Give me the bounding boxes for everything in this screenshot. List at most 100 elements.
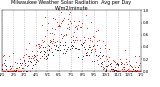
Point bbox=[57, 25, 60, 27]
Point bbox=[104, 70, 106, 71]
Point bbox=[116, 64, 119, 66]
Point bbox=[117, 64, 119, 65]
Point bbox=[83, 41, 85, 42]
Point bbox=[74, 26, 76, 27]
Point bbox=[25, 70, 27, 71]
Point bbox=[78, 21, 80, 22]
Point bbox=[15, 67, 18, 68]
Point bbox=[100, 65, 102, 66]
Point bbox=[127, 68, 129, 70]
Point bbox=[7, 70, 10, 71]
Point bbox=[136, 70, 139, 71]
Point bbox=[132, 70, 135, 71]
Point bbox=[136, 70, 138, 71]
Point bbox=[38, 45, 40, 47]
Point bbox=[39, 52, 41, 53]
Point bbox=[81, 22, 83, 23]
Point bbox=[137, 66, 139, 67]
Point bbox=[60, 12, 62, 13]
Point bbox=[25, 70, 28, 71]
Point bbox=[79, 27, 82, 28]
Point bbox=[125, 62, 128, 63]
Point bbox=[11, 70, 14, 71]
Point bbox=[106, 58, 108, 60]
Point bbox=[51, 28, 54, 29]
Point bbox=[60, 23, 63, 24]
Point bbox=[50, 47, 52, 48]
Point bbox=[44, 56, 47, 57]
Point bbox=[27, 65, 29, 66]
Point bbox=[9, 70, 12, 71]
Point bbox=[90, 51, 92, 52]
Point bbox=[104, 47, 107, 49]
Point bbox=[135, 69, 138, 70]
Point bbox=[111, 70, 114, 71]
Point bbox=[7, 70, 10, 71]
Point bbox=[51, 52, 54, 53]
Point bbox=[6, 70, 9, 71]
Point bbox=[118, 70, 120, 71]
Point bbox=[52, 38, 55, 40]
Point bbox=[133, 70, 136, 71]
Point bbox=[88, 54, 91, 56]
Point bbox=[87, 45, 90, 46]
Point bbox=[97, 64, 100, 65]
Point bbox=[26, 65, 28, 67]
Point bbox=[65, 33, 67, 34]
Point bbox=[44, 46, 46, 47]
Point bbox=[68, 13, 70, 14]
Point bbox=[109, 63, 111, 64]
Point bbox=[74, 39, 76, 41]
Point bbox=[99, 47, 101, 49]
Point bbox=[115, 69, 117, 70]
Point bbox=[85, 51, 88, 52]
Point bbox=[41, 25, 43, 26]
Point bbox=[52, 17, 54, 19]
Point bbox=[122, 70, 124, 71]
Point bbox=[20, 70, 23, 71]
Point bbox=[38, 47, 41, 48]
Point bbox=[7, 70, 9, 71]
Point bbox=[89, 46, 92, 48]
Point bbox=[127, 70, 129, 71]
Point bbox=[24, 64, 26, 66]
Point bbox=[15, 69, 17, 71]
Point bbox=[27, 55, 30, 56]
Point bbox=[30, 61, 33, 63]
Point bbox=[49, 39, 51, 40]
Point bbox=[123, 63, 125, 65]
Point bbox=[29, 62, 32, 63]
Point bbox=[77, 20, 80, 21]
Point bbox=[1, 68, 3, 70]
Point bbox=[22, 70, 24, 71]
Point bbox=[105, 55, 108, 57]
Point bbox=[81, 44, 84, 46]
Point bbox=[96, 40, 99, 41]
Point bbox=[77, 48, 79, 49]
Point bbox=[120, 63, 123, 65]
Point bbox=[90, 49, 92, 51]
Point bbox=[26, 60, 29, 62]
Point bbox=[58, 25, 60, 26]
Point bbox=[92, 45, 95, 46]
Point bbox=[35, 58, 38, 59]
Point bbox=[70, 22, 73, 24]
Point bbox=[81, 44, 84, 46]
Point bbox=[16, 67, 19, 69]
Point bbox=[20, 62, 23, 63]
Point bbox=[129, 65, 132, 66]
Point bbox=[136, 69, 139, 70]
Point bbox=[132, 69, 134, 70]
Point bbox=[46, 53, 49, 54]
Point bbox=[33, 56, 35, 57]
Point bbox=[109, 66, 112, 67]
Point bbox=[66, 23, 69, 24]
Point bbox=[63, 41, 66, 42]
Point bbox=[29, 60, 32, 61]
Point bbox=[120, 69, 123, 70]
Point bbox=[113, 60, 116, 62]
Point bbox=[22, 61, 25, 62]
Point bbox=[95, 55, 97, 56]
Point bbox=[53, 34, 55, 35]
Point bbox=[94, 50, 97, 52]
